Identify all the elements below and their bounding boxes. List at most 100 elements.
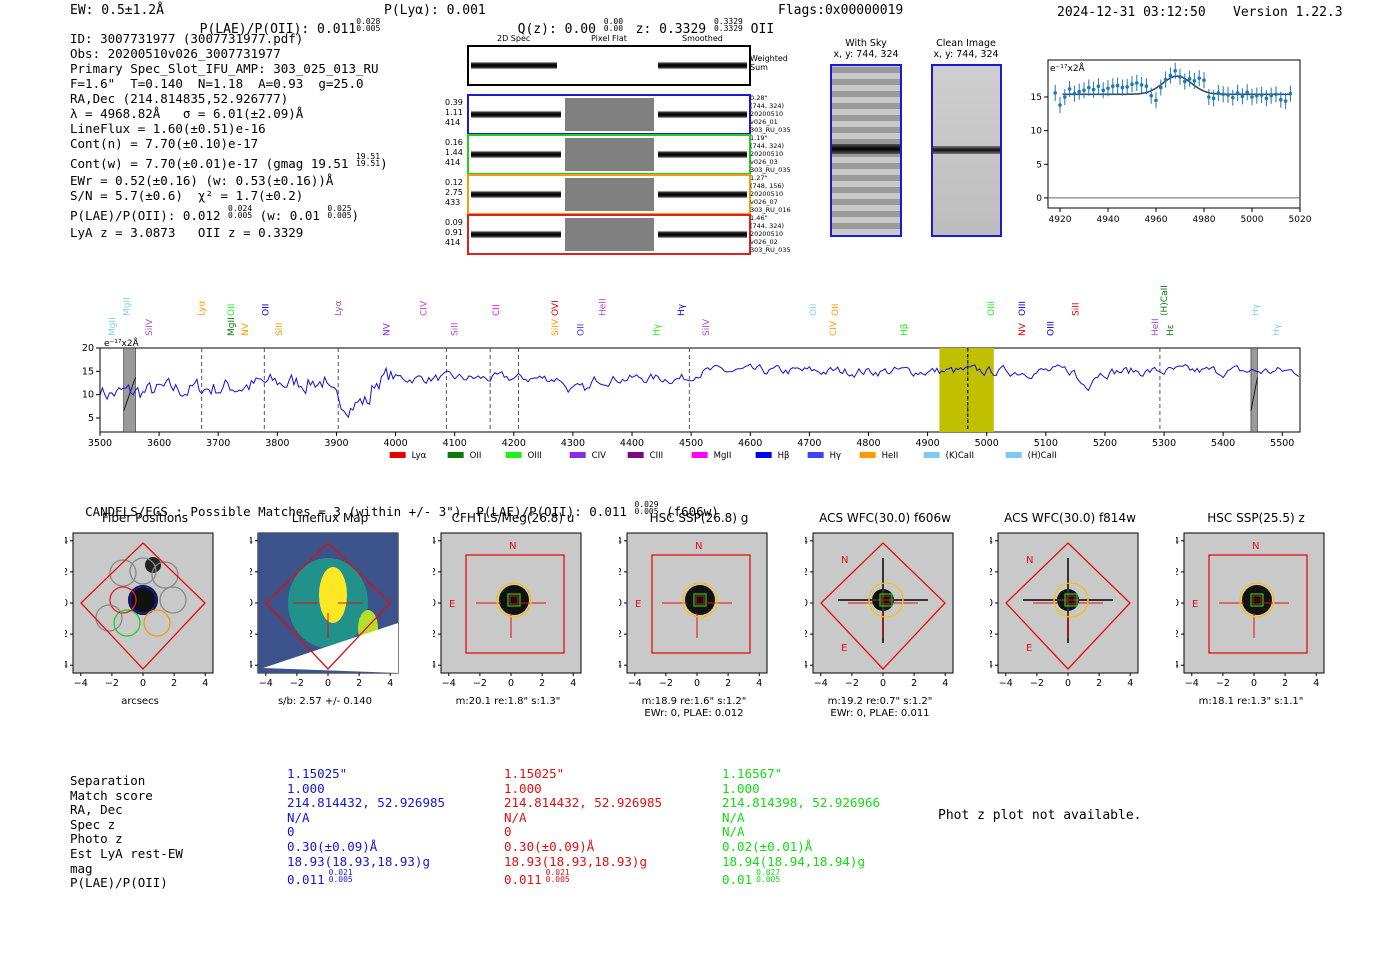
legend-swatch bbox=[627, 452, 644, 458]
match-label: Separation bbox=[70, 773, 146, 788]
line-label: MgII bbox=[108, 317, 118, 336]
fiber-circle bbox=[151, 561, 179, 589]
full-ytick-label: 20 bbox=[82, 343, 94, 354]
line-label: NV bbox=[383, 322, 393, 336]
panel-ytick-label: 4 bbox=[65, 536, 68, 547]
match-label: RA, Dec bbox=[70, 802, 123, 818]
panel-title-0: Fiber Positions bbox=[101, 511, 189, 525]
fit-point bbox=[1240, 94, 1245, 99]
fit-xtick-label: 4940 bbox=[1097, 215, 1120, 225]
panel-ytick-label: 2 bbox=[65, 567, 68, 578]
match-value: 0.30(±0.09)Å bbox=[287, 838, 378, 854]
fit-xtick-label: 5020 bbox=[1289, 215, 1312, 225]
info-id: ID: 3007731977 (3007731977.pdf) bbox=[70, 31, 304, 46]
panel-xtick-label: 4 bbox=[570, 678, 576, 689]
header-qz-label: Q(z): 0.00 bbox=[517, 22, 596, 37]
match-value: 1.16567" bbox=[722, 766, 783, 781]
match-value: 0 bbox=[287, 824, 295, 840]
full-xtick-label: 3800 bbox=[265, 438, 289, 449]
line-label: OVI bbox=[551, 300, 561, 316]
header-z-label: z: 0.3329 bbox=[635, 22, 707, 37]
fit-point bbox=[1053, 91, 1057, 95]
full-highlight-band bbox=[939, 348, 994, 432]
panel-xtick-label: −2 bbox=[473, 678, 487, 689]
fiber-circle bbox=[143, 609, 171, 637]
panel-title-3: HSC SSP(26.8) g bbox=[649, 511, 749, 525]
spec2d-row-0-raw bbox=[471, 98, 561, 131]
legend-swatch bbox=[807, 452, 824, 458]
match-label: Spec z bbox=[70, 816, 116, 832]
fit-point bbox=[1221, 92, 1225, 97]
fit-point bbox=[1173, 68, 1177, 73]
panel-xtick-label: −4 bbox=[1185, 678, 1199, 689]
fiber-circle bbox=[159, 586, 187, 614]
line-label: Hγ bbox=[677, 303, 687, 316]
line-label: OII bbox=[831, 304, 841, 316]
legend-swatch bbox=[389, 452, 406, 458]
match-value: 18.94(18.94,18.94)g bbox=[722, 853, 865, 869]
fit-point bbox=[1283, 99, 1288, 103]
spec2d-row-0-flat bbox=[565, 98, 654, 131]
header-plae-err: 0.028 0.005 bbox=[356, 17, 381, 33]
compass-north: N bbox=[695, 541, 702, 552]
fiber-circle bbox=[129, 557, 157, 585]
line-label: OII bbox=[262, 304, 272, 316]
compass-east: E bbox=[449, 599, 455, 610]
match-column-2: 1.16567" 1.000 214.814398, 52.926966 N/A N/A… bbox=[722, 766, 880, 888]
fit-point bbox=[1274, 92, 1278, 97]
panel-xtick-label: 2 bbox=[725, 678, 731, 689]
match-value: 0.011 0.021 0.005 bbox=[504, 868, 570, 888]
match-value: 1.15025" bbox=[504, 766, 565, 781]
line-label: Hγ bbox=[652, 323, 662, 336]
photz-note: Phot z plot not available. bbox=[938, 808, 1142, 823]
panel-ytick-label: 2 bbox=[805, 567, 808, 578]
sky-cutout bbox=[830, 64, 902, 237]
full-xtick-label: 3500 bbox=[88, 438, 112, 449]
full-masked-hatch bbox=[1250, 377, 1258, 412]
panel-caption-3: m:18.9 re:1.6" s:1.2" EWr: 0, PLAE: 0.012 bbox=[641, 696, 747, 719]
panel-xtick-label: 2 bbox=[1096, 678, 1102, 689]
full-xtick-label: 5200 bbox=[1093, 438, 1117, 449]
spec2d-header-0: 2D Spec bbox=[497, 34, 531, 43]
legend-swatch bbox=[691, 452, 708, 458]
info-primary: Primary Spec_Slot_IFU_AMP: 303_025_013_R… bbox=[70, 61, 379, 76]
legend-label: HeII bbox=[882, 451, 899, 461]
panel-xtick-label: −2 bbox=[290, 678, 304, 689]
panel-xtick-label: 0 bbox=[508, 678, 514, 689]
aperture-circle bbox=[1053, 582, 1089, 618]
legend-label: Lyα bbox=[412, 451, 427, 461]
match-box-red bbox=[695, 595, 705, 605]
panel-3: N E −4 −4 −2 −2 0 0 2 2 4 4 bbox=[619, 532, 768, 689]
fiber-circle bbox=[95, 604, 123, 632]
panel-2-fov bbox=[465, 554, 565, 654]
spec2d-row-2-raw bbox=[471, 178, 561, 211]
fit-point bbox=[1183, 79, 1187, 84]
match-value: 0.30(±0.09)Å bbox=[504, 838, 595, 854]
panel-ytick-label: −2 bbox=[1176, 629, 1179, 640]
line-label: CII bbox=[492, 304, 502, 316]
header-flags: Flags:0x00000019 bbox=[778, 3, 904, 18]
panel-xtick-label: 4 bbox=[387, 678, 393, 689]
fit-point bbox=[1168, 73, 1173, 78]
panel-ytick-label: 0 bbox=[433, 598, 436, 609]
header-z-err: 0.3329 0.3329 bbox=[713, 17, 743, 33]
aperture-circle bbox=[868, 582, 904, 618]
full-xtick-label: 3700 bbox=[206, 438, 230, 449]
fit-axes bbox=[1047, 59, 1301, 209]
panel-ytick-label: 4 bbox=[619, 536, 622, 547]
panel-ytick-label: −2 bbox=[433, 629, 436, 640]
line-label: OIII bbox=[1047, 321, 1057, 336]
spec2d-row-2-left: 0.12 2.75 433 bbox=[445, 178, 463, 207]
match-label: mag bbox=[70, 860, 93, 876]
spec2d-row-2-smoothed bbox=[658, 178, 747, 211]
panel-title-6: HSC SSP(25.5) z bbox=[1207, 511, 1305, 525]
fiber-circle bbox=[109, 559, 137, 587]
fit-point bbox=[1288, 91, 1293, 96]
info-lya-z: LyA z = 3.0873 OII z = 0.3329 bbox=[70, 225, 304, 240]
panel-ytick-label: −4 bbox=[990, 660, 993, 671]
panel-ytick-label: −4 bbox=[65, 660, 68, 671]
panel-xtick-label: 4 bbox=[756, 678, 762, 689]
aperture-circle bbox=[682, 582, 718, 618]
full-xtick-label: 4000 bbox=[383, 438, 407, 449]
line-label: Lyα bbox=[334, 300, 344, 316]
